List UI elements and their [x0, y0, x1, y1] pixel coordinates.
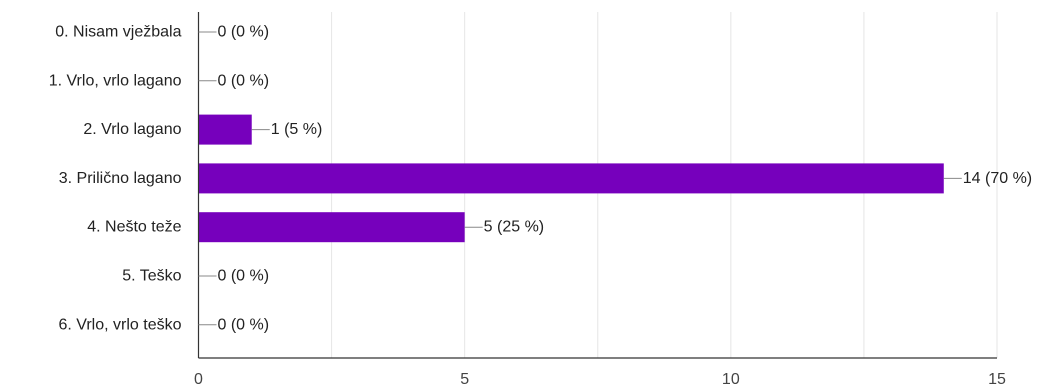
- bar: [198, 212, 465, 243]
- category-label: 0. Nisam vježbala: [55, 24, 181, 41]
- x-tick-label: 10: [722, 371, 740, 388]
- x-tick-label: 0: [194, 371, 203, 388]
- bar: [198, 163, 944, 194]
- category-label: 4. Nešto teže: [87, 219, 181, 236]
- data-label: 14 (70 %): [963, 170, 1032, 187]
- data-label: 1 (5 %): [271, 121, 323, 138]
- x-tick-label: 15: [988, 371, 1006, 388]
- bars: [198, 114, 944, 243]
- category-label: 1. Vrlo, vrlo lagano: [49, 72, 182, 89]
- category-label: 5. Teško: [122, 268, 181, 285]
- category-label: 3. Prilično lagano: [59, 170, 182, 187]
- data-label: 0 (0 %): [218, 72, 270, 89]
- data-label: 5 (25 %): [484, 219, 544, 236]
- category-label: 6. Vrlo, vrlo teško: [58, 316, 181, 333]
- axes: [197, 12, 997, 359]
- labels: 0. Nisam vježbala 0 (0 %) 1. Vrlo, vrlo la…: [49, 24, 1032, 388]
- bar: [198, 114, 252, 145]
- x-tick-label: 5: [460, 371, 469, 388]
- data-label: 0 (0 %): [218, 24, 270, 41]
- data-label: 0 (0 %): [218, 268, 270, 285]
- category-label: 2. Vrlo lagano: [83, 121, 181, 138]
- data-label: 0 (0 %): [218, 316, 270, 333]
